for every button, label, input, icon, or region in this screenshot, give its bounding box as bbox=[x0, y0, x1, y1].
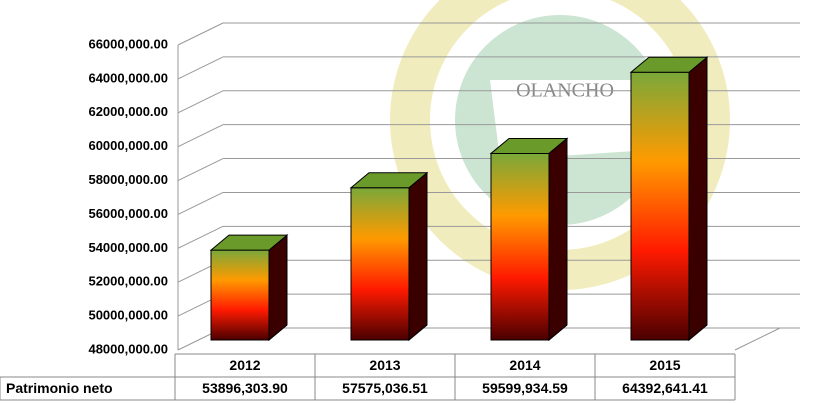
grid-line-side bbox=[177, 124, 224, 148]
bar-top bbox=[489, 137, 569, 154]
grid-line-side bbox=[177, 225, 224, 249]
bar-top bbox=[349, 172, 429, 189]
x-tick-label: 2013 bbox=[369, 357, 400, 373]
bar bbox=[630, 71, 690, 341]
x-tick-label: 2014 bbox=[509, 357, 540, 373]
floor-edge bbox=[734, 327, 781, 351]
grid-line-side bbox=[177, 191, 224, 215]
bar-side bbox=[548, 137, 568, 342]
series-name: Patrimonio neto bbox=[6, 380, 113, 396]
grid-line-side bbox=[177, 158, 224, 182]
x-tick-label: 2012 bbox=[229, 357, 260, 373]
bar-side bbox=[268, 234, 288, 342]
y-tick-label: 66000,000.00 bbox=[88, 36, 168, 51]
value-label: 53896,303.90 bbox=[202, 380, 288, 396]
y-tick-label: 50000,000.00 bbox=[88, 308, 168, 323]
grid-line-side bbox=[177, 90, 224, 114]
y-tick-label: 62000,000.00 bbox=[88, 104, 168, 119]
y-tick-label: 48000,000.00 bbox=[88, 341, 168, 356]
y-tick-label: 60000,000.00 bbox=[88, 138, 168, 153]
y-tick-label: 52000,000.00 bbox=[88, 274, 168, 289]
y-tick-label: 64000,000.00 bbox=[88, 70, 168, 85]
x-tick-label: 2015 bbox=[649, 357, 680, 373]
value-label: 57575,036.51 bbox=[342, 380, 428, 396]
bar-side bbox=[408, 171, 428, 342]
bar-top bbox=[629, 56, 709, 73]
grid-line-side bbox=[177, 56, 224, 80]
y-tick-label: 54000,000.00 bbox=[88, 240, 168, 255]
bar bbox=[210, 249, 270, 341]
bar-top bbox=[209, 234, 289, 251]
y-tick-label: 58000,000.00 bbox=[88, 172, 168, 187]
bar bbox=[350, 187, 410, 341]
y-tick-label: 56000,000.00 bbox=[88, 206, 168, 221]
bar-side bbox=[688, 56, 708, 342]
bar bbox=[490, 152, 550, 341]
value-label: 64392,641.41 bbox=[622, 380, 708, 396]
grid-line-side bbox=[177, 22, 224, 46]
value-label: 59599,934.59 bbox=[482, 380, 568, 396]
